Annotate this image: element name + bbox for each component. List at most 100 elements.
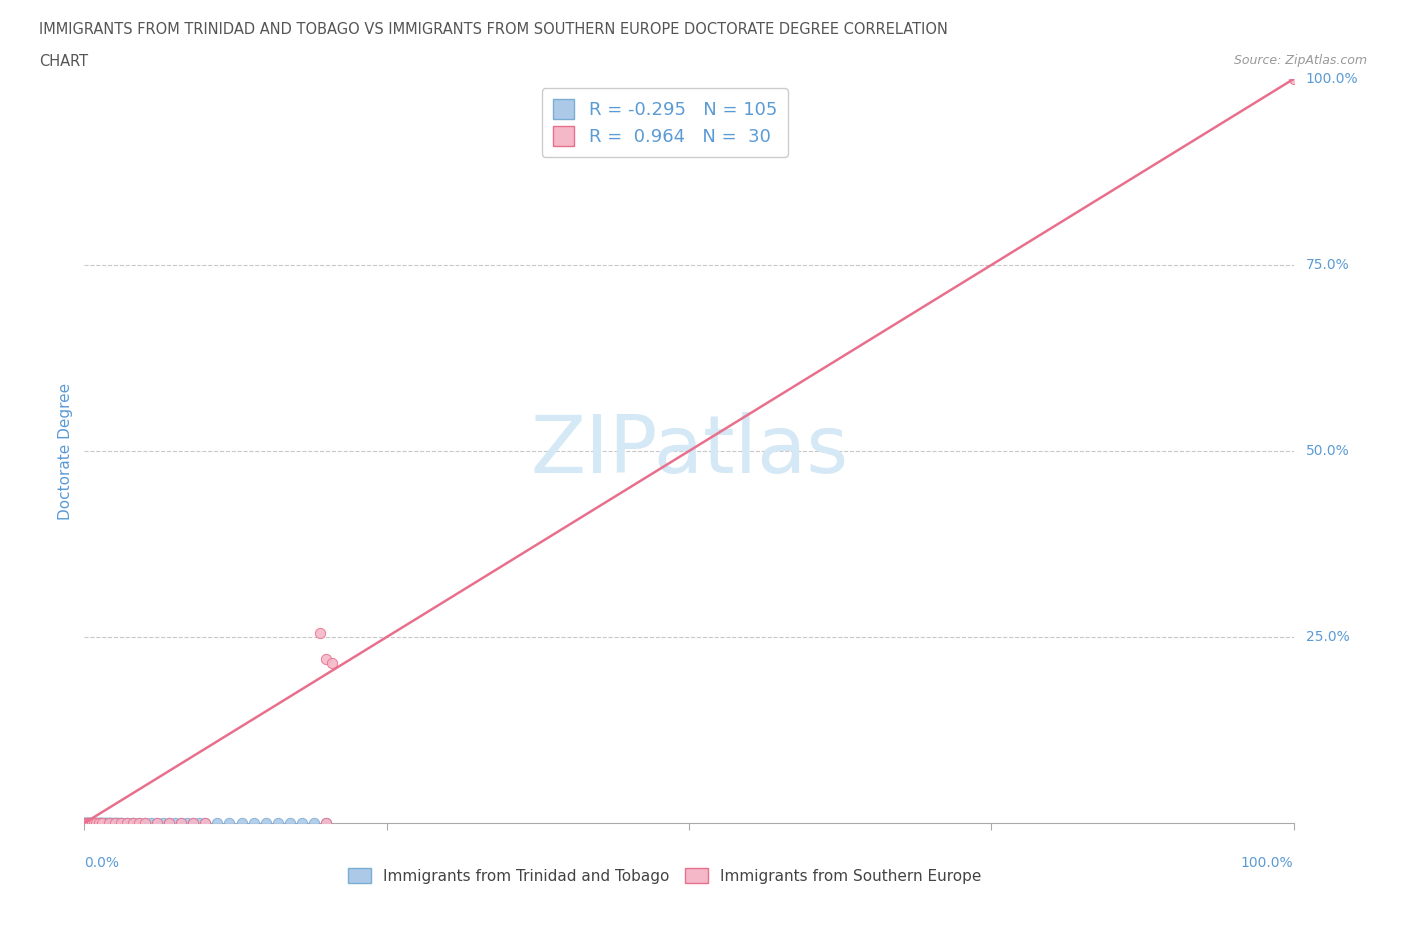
Point bbox=[84, 816, 107, 830]
Point bbox=[79, 816, 101, 830]
Point bbox=[309, 626, 332, 641]
Point bbox=[188, 816, 211, 830]
Point bbox=[75, 816, 97, 830]
Point bbox=[77, 816, 100, 830]
Point bbox=[90, 816, 112, 830]
Point bbox=[73, 816, 96, 830]
Point bbox=[79, 816, 101, 830]
Point bbox=[96, 816, 118, 830]
Point bbox=[121, 816, 143, 830]
Point bbox=[104, 816, 127, 830]
Point bbox=[267, 816, 290, 830]
Y-axis label: Doctorate Degree: Doctorate Degree bbox=[58, 382, 73, 520]
Point bbox=[128, 816, 150, 830]
Point bbox=[76, 816, 98, 830]
Text: 100.0%: 100.0% bbox=[1306, 72, 1358, 86]
Text: 50.0%: 50.0% bbox=[1306, 444, 1350, 458]
Point bbox=[80, 816, 103, 830]
Point bbox=[73, 816, 96, 830]
Point bbox=[121, 816, 143, 830]
Point bbox=[79, 816, 101, 830]
Point bbox=[207, 816, 229, 830]
Point bbox=[89, 816, 111, 830]
Point bbox=[76, 816, 98, 830]
Point bbox=[77, 816, 100, 830]
Point bbox=[94, 816, 117, 830]
Point bbox=[194, 816, 217, 830]
Point bbox=[157, 816, 180, 830]
Point bbox=[77, 816, 100, 830]
Point bbox=[93, 816, 115, 830]
Point bbox=[152, 816, 174, 830]
Point bbox=[79, 816, 101, 830]
Point bbox=[73, 816, 96, 830]
Point bbox=[170, 816, 193, 830]
Point bbox=[107, 816, 129, 830]
Point bbox=[110, 816, 132, 830]
Point bbox=[321, 656, 343, 671]
Point bbox=[146, 816, 169, 830]
Point bbox=[73, 816, 96, 830]
Text: 75.0%: 75.0% bbox=[1306, 258, 1350, 272]
Point bbox=[82, 816, 104, 830]
Point bbox=[146, 816, 169, 830]
Point bbox=[278, 816, 301, 830]
Point bbox=[163, 816, 186, 830]
Point bbox=[77, 816, 100, 830]
Point bbox=[80, 816, 103, 830]
Text: IMMIGRANTS FROM TRINIDAD AND TOBAGO VS IMMIGRANTS FROM SOUTHERN EUROPE DOCTORATE: IMMIGRANTS FROM TRINIDAD AND TOBAGO VS I… bbox=[39, 22, 948, 37]
Point bbox=[110, 816, 132, 830]
Point bbox=[115, 816, 138, 830]
Point bbox=[79, 816, 101, 830]
Point bbox=[254, 816, 277, 830]
Point bbox=[107, 816, 129, 830]
Point bbox=[86, 816, 108, 830]
Point bbox=[86, 816, 108, 830]
Point bbox=[97, 816, 120, 830]
Point bbox=[194, 816, 217, 830]
Point bbox=[98, 816, 121, 830]
Point bbox=[73, 816, 96, 830]
Point bbox=[84, 816, 107, 830]
Point bbox=[176, 816, 198, 830]
Point bbox=[110, 816, 132, 830]
Point bbox=[94, 816, 117, 830]
Point bbox=[315, 816, 337, 830]
Point bbox=[98, 816, 121, 830]
Point bbox=[73, 816, 96, 830]
Point bbox=[87, 816, 110, 830]
Point bbox=[101, 816, 124, 830]
Point bbox=[302, 816, 325, 830]
Point bbox=[115, 816, 138, 830]
Point bbox=[231, 816, 253, 830]
Point bbox=[104, 816, 127, 830]
Point bbox=[100, 816, 122, 830]
Point bbox=[96, 816, 118, 830]
Point bbox=[87, 816, 110, 830]
Point bbox=[77, 816, 100, 830]
Point bbox=[76, 816, 98, 830]
Point bbox=[100, 816, 122, 830]
Point bbox=[181, 816, 204, 830]
Point bbox=[170, 816, 193, 830]
Point bbox=[80, 816, 103, 830]
Point bbox=[115, 816, 138, 830]
Point bbox=[1282, 72, 1305, 86]
Point bbox=[77, 816, 100, 830]
Point bbox=[104, 816, 127, 830]
Point bbox=[121, 816, 143, 830]
Point bbox=[181, 816, 204, 830]
Point bbox=[86, 816, 108, 830]
Text: 0.0%: 0.0% bbox=[84, 856, 120, 870]
Legend: Immigrants from Trinidad and Tobago, Immigrants from Southern Europe: Immigrants from Trinidad and Tobago, Imm… bbox=[342, 861, 987, 890]
Text: 100.0%: 100.0% bbox=[1241, 856, 1294, 870]
Point bbox=[94, 816, 117, 830]
Point bbox=[75, 816, 97, 830]
Point bbox=[242, 816, 264, 830]
Point bbox=[134, 816, 156, 830]
Point bbox=[82, 816, 104, 830]
Point bbox=[91, 816, 114, 830]
Point bbox=[76, 816, 98, 830]
Point bbox=[108, 816, 131, 830]
Point bbox=[128, 816, 150, 830]
